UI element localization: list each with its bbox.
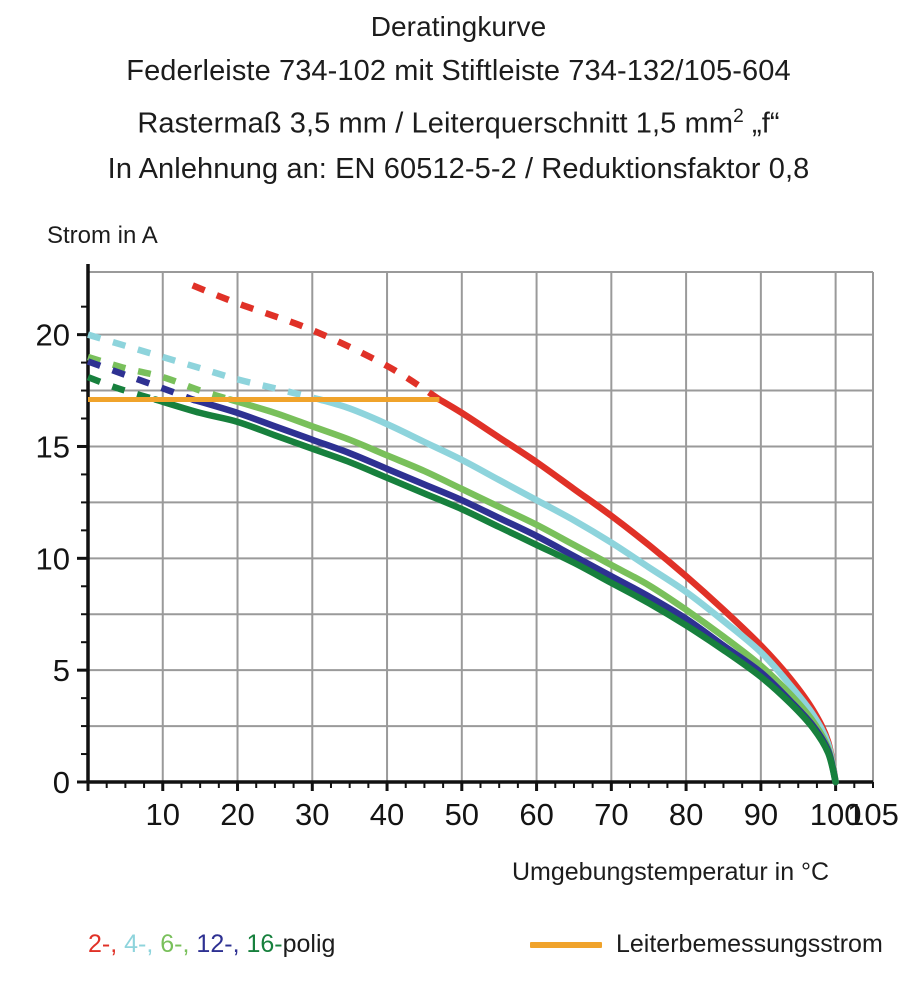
legend-pole-16: 16-: [246, 930, 283, 958]
x-tick-label: 70: [594, 797, 628, 832]
title-line-3-tail: „f“: [743, 107, 780, 140]
series-dashed-16-polig: [86, 374, 162, 404]
chart-axis-lines: [86, 264, 873, 784]
series-line-12-polig: [189, 396, 839, 786]
x-axis-caption: Umgebungstemperatur in °C: [512, 858, 830, 886]
y-tick-label: 10: [36, 541, 70, 576]
y-tick-label: 20: [36, 318, 70, 353]
title-line-3-superscript: 2: [733, 106, 744, 127]
legend-separator: ,: [232, 930, 247, 958]
title-line-2: Federleiste 734-102 mit Stiftleiste 734-…: [126, 55, 791, 87]
legend-poles-suffix: polig: [282, 930, 336, 958]
y-tick-label: 0: [53, 765, 70, 800]
legend-pole-12: 12-: [196, 930, 233, 958]
chart-minor-ticks: [77, 305, 874, 791]
x-tick-label: 60: [519, 797, 553, 832]
series-dashed-2-polig: [191, 282, 447, 406]
x-tick-label: 30: [295, 797, 329, 832]
y-axis-caption: Strom in A: [47, 222, 158, 249]
y-tick-label: 15: [36, 429, 70, 464]
legend-separator: ,: [146, 930, 161, 958]
chart-title-block: Deratingkurve Federleiste 734-102 mit St…: [0, 4, 917, 192]
legend-separator: ,: [110, 930, 125, 958]
x-tick-label: 80: [669, 797, 703, 832]
x-tick-label: 20: [220, 797, 254, 832]
series-line-4-polig: [316, 396, 839, 786]
legend-rated-current-entry: Leiterbemessungsstrom: [530, 930, 883, 959]
legend-poles-entry: 2-, 4-, 6-, 12-, 16-polig: [88, 930, 335, 959]
legend-current-label: Leiterbemessungsstrom: [616, 930, 883, 958]
x-tick-label: 105: [847, 797, 899, 832]
x-tick-label: 10: [146, 797, 180, 832]
x-tick-label: 90: [744, 797, 778, 832]
title-line-1: Deratingkurve: [370, 11, 547, 42]
title-line-4: In Anlehnung an: EN 60512-5-2 / Reduktio…: [107, 152, 810, 185]
y-tick-label: 5: [53, 653, 70, 688]
series-dashed-6-polig: [87, 353, 236, 404]
series-line-16-polig: [152, 396, 839, 786]
x-tick-label: 100: [810, 797, 862, 832]
legend-separator: ,: [182, 930, 197, 958]
legend-pole-6: 6-: [160, 930, 183, 958]
chart-legend: 2-, 4-, 6-, 12-, 16-polig Leiterbemessun…: [0, 930, 917, 990]
x-tick-label: 40: [370, 797, 404, 832]
title-line-3-main: Rastermaß 3,5 mm / Leiterquerschnitt 1,5…: [137, 107, 734, 140]
legend-pole-4: 4-: [124, 930, 147, 958]
chart-gridlines: [88, 271, 874, 782]
title-line-3: Rastermaß 3,5 mm / Leiterquerschnitt 1,5…: [0, 94, 917, 147]
series-line-6-polig: [226, 396, 839, 786]
legend-line-swatch: [530, 941, 602, 948]
x-tick-label: 50: [445, 797, 479, 832]
legend-pole-2: 2-: [88, 930, 111, 958]
